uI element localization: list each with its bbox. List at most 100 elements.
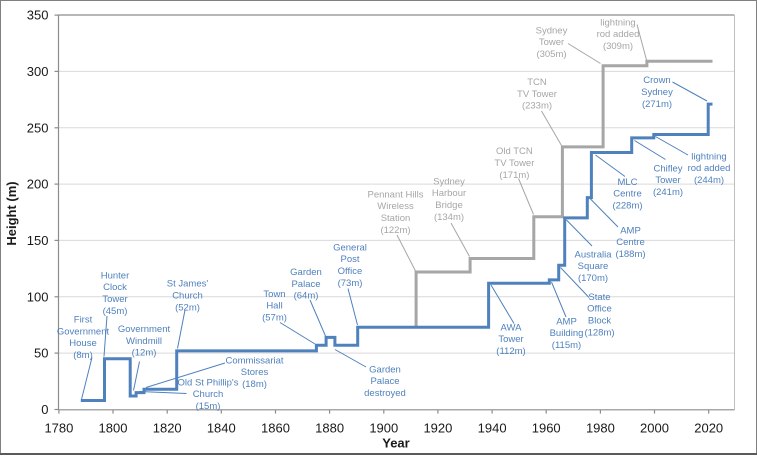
- svg-text:1780: 1780: [44, 420, 73, 435]
- svg-text:(52m): (52m): [175, 302, 200, 313]
- svg-text:Height (m): Height (m): [4, 181, 19, 245]
- svg-text:2020: 2020: [694, 420, 723, 435]
- svg-text:1800: 1800: [99, 420, 128, 435]
- svg-text:lightning: lightning: [691, 151, 726, 162]
- svg-text:1920: 1920: [423, 420, 452, 435]
- svg-text:General: General: [333, 242, 367, 253]
- svg-text:Pennant Hills: Pennant Hills: [368, 189, 424, 200]
- svg-text:Square: Square: [578, 261, 609, 272]
- svg-text:1940: 1940: [478, 420, 507, 435]
- svg-text:(128m): (128m): [584, 328, 614, 339]
- svg-text:Year: Year: [382, 436, 409, 451]
- svg-text:250: 250: [27, 120, 49, 135]
- svg-text:Harbour: Harbour: [432, 188, 466, 199]
- svg-text:1960: 1960: [532, 420, 561, 435]
- svg-text:State: State: [588, 292, 610, 303]
- svg-text:100: 100: [27, 289, 49, 304]
- svg-text:Tower: Tower: [655, 175, 680, 186]
- svg-text:(64m): (64m): [294, 291, 319, 302]
- svg-text:(18m): (18m): [242, 379, 267, 390]
- svg-text:Garden: Garden: [290, 267, 322, 278]
- svg-text:AMP: AMP: [620, 225, 641, 236]
- svg-text:Government: Government: [57, 326, 110, 337]
- svg-text:Palace: Palace: [291, 279, 320, 290]
- svg-text:Old TCN: Old TCN: [496, 146, 533, 157]
- svg-text:lightning: lightning: [600, 17, 635, 28]
- svg-text:Church: Church: [193, 389, 224, 400]
- svg-text:Palace: Palace: [370, 376, 399, 387]
- svg-text:(73m): (73m): [338, 278, 363, 289]
- svg-text:St James': St James': [167, 279, 209, 290]
- svg-text:(271m): (271m): [642, 99, 672, 110]
- svg-text:(15m): (15m): [196, 401, 221, 412]
- svg-text:Australia: Australia: [575, 249, 613, 260]
- svg-text:Sydney: Sydney: [433, 176, 465, 187]
- svg-text:TV Tower: TV Tower: [494, 158, 534, 169]
- svg-text:150: 150: [27, 233, 49, 248]
- svg-text:Old St Phillip's: Old St Phillip's: [178, 377, 239, 388]
- svg-text:Town: Town: [263, 289, 285, 300]
- svg-text:Office: Office: [587, 304, 612, 315]
- svg-text:(45m): (45m): [103, 306, 128, 317]
- svg-text:Sydney: Sydney: [536, 25, 568, 36]
- svg-text:(112m): (112m): [496, 346, 525, 357]
- svg-text:(57m): (57m): [262, 313, 287, 324]
- svg-text:House: House: [69, 338, 96, 349]
- svg-text:Wireless: Wireless: [377, 201, 414, 212]
- svg-text:(170m): (170m): [578, 273, 608, 284]
- svg-text:Church: Church: [172, 290, 203, 301]
- svg-text:Chifley: Chifley: [653, 163, 682, 174]
- svg-text:350: 350: [27, 8, 49, 23]
- svg-text:Office: Office: [338, 266, 363, 277]
- svg-text:(12m): (12m): [132, 348, 157, 359]
- svg-text:(8m): (8m): [73, 350, 93, 361]
- svg-text:MLC: MLC: [617, 177, 637, 188]
- svg-text:1900: 1900: [369, 420, 398, 435]
- svg-text:TCN: TCN: [527, 77, 547, 88]
- svg-text:Centre: Centre: [616, 237, 645, 248]
- svg-text:Sydney: Sydney: [641, 87, 673, 98]
- svg-text:(115m): (115m): [552, 340, 581, 351]
- svg-text:First: First: [74, 314, 93, 325]
- svg-text:1980: 1980: [586, 420, 615, 435]
- svg-text:Station: Station: [381, 213, 411, 224]
- svg-text:1840: 1840: [207, 420, 236, 435]
- svg-text:(244m): (244m): [694, 175, 724, 186]
- svg-text:Centre: Centre: [613, 189, 642, 200]
- svg-text:(309m): (309m): [603, 41, 633, 52]
- svg-text:Hunter: Hunter: [101, 270, 130, 281]
- svg-text:1860: 1860: [261, 420, 290, 435]
- svg-text:Stores: Stores: [241, 367, 269, 378]
- svg-text:Tower: Tower: [102, 294, 127, 305]
- svg-text:Commissariat: Commissariat: [225, 355, 283, 366]
- svg-text:200: 200: [27, 177, 49, 192]
- svg-text:50: 50: [34, 346, 48, 361]
- svg-text:Tower: Tower: [539, 37, 564, 48]
- svg-text:rod added: rod added: [688, 163, 731, 174]
- svg-text:(122m): (122m): [380, 225, 410, 236]
- svg-text:Tower: Tower: [498, 334, 523, 345]
- svg-text:2000: 2000: [640, 420, 669, 435]
- svg-text:1880: 1880: [315, 420, 344, 435]
- svg-text:Bridge: Bridge: [435, 200, 462, 211]
- svg-text:(188m): (188m): [615, 249, 645, 260]
- svg-text:(233m): (233m): [522, 101, 552, 112]
- svg-text:Government: Government: [118, 324, 171, 335]
- svg-text:(134m): (134m): [434, 212, 464, 223]
- svg-text:(171m): (171m): [499, 170, 529, 181]
- svg-text:Building: Building: [550, 328, 584, 339]
- svg-text:1820: 1820: [153, 420, 182, 435]
- svg-text:0: 0: [41, 402, 48, 417]
- svg-text:(228m): (228m): [612, 201, 642, 212]
- svg-text:Hall: Hall: [266, 301, 282, 312]
- svg-text:destroyed: destroyed: [364, 388, 406, 399]
- svg-text:Post: Post: [340, 254, 359, 265]
- svg-text:300: 300: [27, 64, 49, 79]
- svg-text:Block: Block: [588, 316, 611, 327]
- svg-text:Crown: Crown: [643, 75, 670, 86]
- svg-text:(241m): (241m): [653, 187, 683, 198]
- svg-text:Garden: Garden: [369, 364, 401, 375]
- svg-text:Windmill: Windmill: [126, 336, 162, 347]
- svg-text:TV Tower: TV Tower: [517, 89, 557, 100]
- svg-text:AWA: AWA: [501, 322, 523, 333]
